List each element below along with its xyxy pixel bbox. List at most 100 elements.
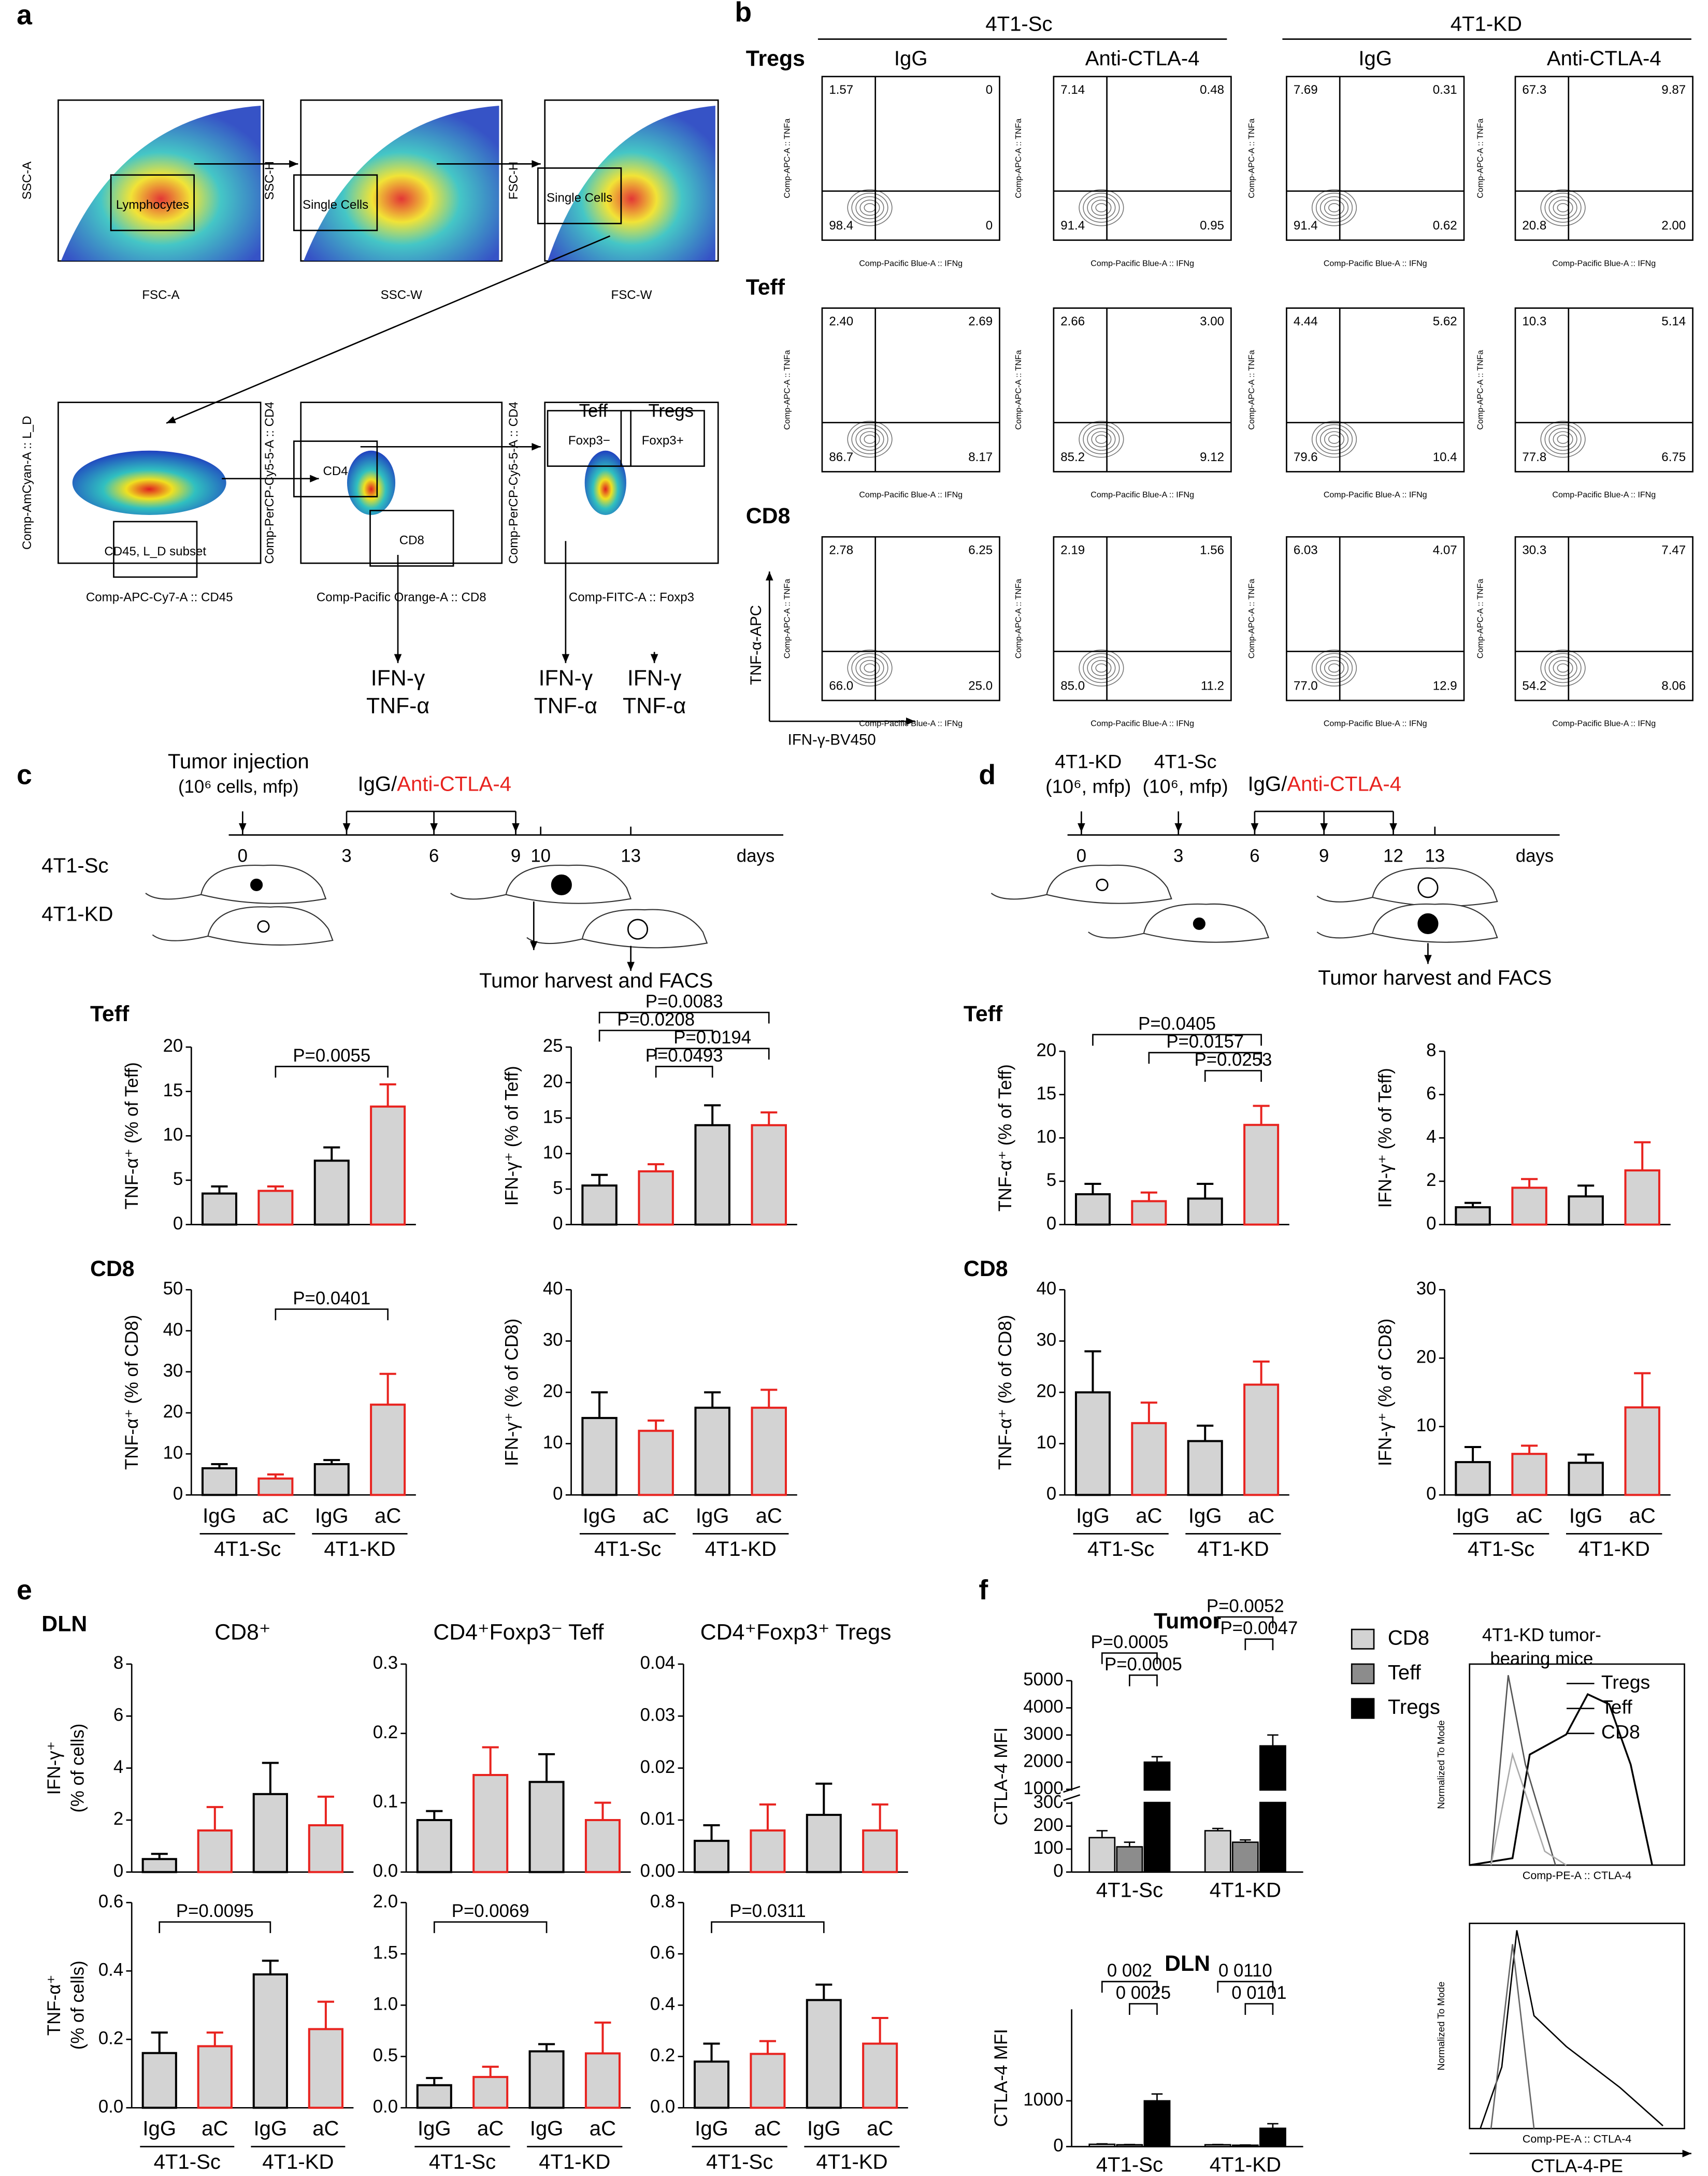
y-axis-label: IFN-γ⁺ (% of CD8) [502,1319,522,1466]
error-bar [538,2043,555,2052]
quadrant-value: 0.31 [1433,83,1457,97]
contour [855,656,884,680]
comparison-label: P=0.0493 [645,1046,723,1066]
quadrant-value: 5.14 [1661,314,1686,328]
comparison-bracket [655,1066,713,1078]
y-tick-label: 0 [1053,2136,1063,2155]
group-label: 4T1-KD [705,1537,777,1561]
x-axis-label: Comp-Pacific Blue-A :: IFNg [1552,490,1656,499]
error-bar [759,1803,776,1831]
histogram-legend-label: Teff [1601,1696,1632,1717]
error-bar [317,2000,334,2029]
bar [581,1416,618,1496]
y-tick-label: 0.00 [640,1862,676,1881]
quadrant-value: 4.44 [1294,314,1318,328]
x-axis-label: Comp-Pacific Blue-A :: IFNg [859,490,963,499]
contour [1091,431,1112,448]
error-bar [594,2021,611,2054]
y-tick-label: 10 [163,1125,183,1145]
error-bar [482,1746,499,1776]
arrow-head [1424,955,1432,964]
gate-label: Lymphocytes [116,198,189,212]
arrow-head [627,962,635,971]
error-bar [323,1459,340,1465]
histogram-y-label: Normalized To Mode [1436,1720,1446,1809]
quadrant-value: 3.00 [1200,314,1224,328]
x-axis-label: SSC-W [381,288,423,302]
error-bar [1267,1734,1279,1746]
histogram-frame [1469,1923,1685,2129]
arrow-head [342,823,351,833]
error-bar [1140,1191,1157,1201]
y-tick-label: 40 [163,1320,183,1340]
density [548,105,715,261]
bar [1131,1200,1167,1226]
bar [1231,1841,1259,1873]
flow-plot [1053,307,1232,473]
y-tick-label: 10 [1416,1416,1437,1436]
error-bar [871,2017,888,2044]
quadrant-value: 6.25 [968,543,993,557]
tumor [250,878,263,891]
y-tick-label: 4000 [1023,1697,1063,1717]
bar [750,1829,786,1873]
contour [859,199,880,216]
contour [1315,424,1353,454]
bar [584,1819,621,1873]
contour [851,424,888,454]
treatment-label: Anti-CTLA-4 [1085,47,1200,70]
quadrant-value: 10.4 [1433,450,1457,464]
day-label: 6 [1250,847,1259,866]
arrow-head [1078,823,1085,833]
chart-title: CD4⁺Foxp3⁺ Tregs [700,1620,892,1644]
y-tick-label: 1.0 [373,1994,398,2014]
histogram-legend-label: CD8 [1601,1721,1640,1743]
bar [528,1781,565,1873]
x-axis-label: Comp-Pacific Blue-A :: IFNg [1324,259,1427,268]
x-tick-label: IgG [583,1504,616,1527]
axis-title: TNF-α-APC [748,605,765,685]
y-tick-label: 0.0 [650,2097,675,2116]
x-tick-label: IgG [530,2117,564,2140]
mouse [152,906,334,946]
y-tick-label: 5 [1046,1170,1056,1190]
comparison-bracket [1244,2003,1274,2015]
error-bar [211,1185,228,1194]
bar [638,1170,674,1226]
comparison-label: 0 0110 [1218,1961,1272,1981]
error-bar [704,1104,721,1125]
y-axis-label: TNF-α⁺ (% of CD8) [122,1315,142,1470]
comparison-bracket [598,1029,713,1042]
bar [694,1840,730,1873]
y-axis-label: Comp-APC-A :: TNFa [1247,350,1256,430]
contour [1079,649,1124,686]
arrow-head [532,442,541,451]
y-tick-label: 30 [1037,1330,1057,1350]
y-axis-label: IFN-γ⁺ (% of Teff) [1375,1068,1395,1208]
x-axis-label: Comp-Pacific Blue-A :: IFNg [859,259,963,268]
legend-swatch [1351,1698,1375,1719]
quadrant-value: 79.6 [1294,450,1318,464]
gate-label: Single Cells [303,198,368,212]
quadrant-value: 77.8 [1522,450,1546,464]
error-bar [760,1111,778,1125]
error-bar [704,1391,721,1408]
y-tick-label: 10 [1037,1127,1057,1147]
contour [1319,196,1349,220]
histogram-legend-label: Tregs [1601,1671,1650,1693]
bar [1259,2127,1286,2148]
contour [1548,427,1577,451]
x-tick-label: aC [477,2117,504,2140]
y-tick-label: 20 [543,1382,563,1401]
quadrant-value: 4.07 [1433,543,1457,557]
arrow-head [512,823,520,833]
error-bar [1634,1372,1651,1408]
bar [1131,1422,1167,1496]
histogram-curve [1490,1944,1535,2129]
bar [308,1824,344,1873]
y-axis-label: SSC-H [263,161,277,200]
error-bar [426,1810,443,1820]
y-axis-label: SSC-A [20,161,34,200]
y-tick-label: 20 [163,1402,183,1422]
quadrant-value: 30.3 [1522,543,1546,557]
